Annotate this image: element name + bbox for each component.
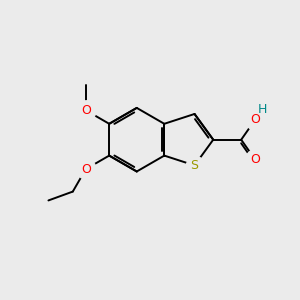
Text: H: H	[257, 103, 267, 116]
Text: O: O	[250, 153, 260, 166]
Text: O: O	[250, 113, 260, 126]
Text: S: S	[190, 159, 199, 172]
Text: O: O	[81, 104, 91, 117]
Text: O: O	[81, 163, 91, 176]
